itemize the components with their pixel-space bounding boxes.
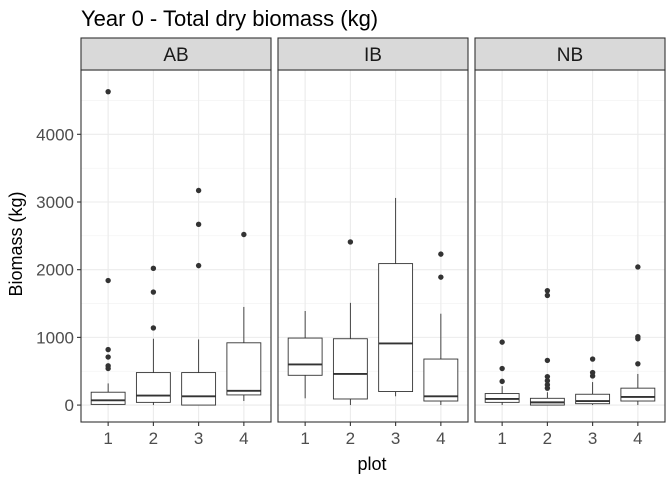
outlier-point — [150, 289, 157, 295]
strip-label: IB — [364, 45, 382, 66]
x-tick-label: 1 — [103, 429, 112, 448]
box-iqr — [378, 263, 414, 392]
x-tick-label: 3 — [194, 429, 203, 448]
x-tick-label: 3 — [391, 429, 400, 448]
box-iqr — [226, 342, 262, 396]
box-iqr — [423, 358, 459, 402]
box-iqr — [332, 338, 368, 400]
box-ib-3 — [378, 197, 414, 397]
outlier-point — [241, 231, 247, 238]
outlier-point — [499, 365, 505, 372]
y-tick-label: 4000 — [36, 125, 74, 144]
outlier-point — [544, 357, 551, 364]
x-tick-label: 3 — [588, 429, 597, 448]
strip-background — [474, 37, 666, 71]
y-tick-label: 3000 — [36, 193, 74, 212]
outlier-point — [544, 385, 551, 391]
box-iqr — [90, 391, 126, 405]
outlier-point — [635, 264, 641, 270]
x-tick-label: 4 — [436, 429, 445, 448]
outlier-point — [105, 277, 111, 284]
outlier-point — [499, 378, 505, 385]
box-ab-2 — [135, 265, 171, 406]
outlier-point — [105, 88, 111, 95]
outlier-point — [438, 251, 444, 257]
y-tick-label: 1000 — [36, 328, 74, 347]
y-axis-title: Biomass (kg) — [6, 191, 26, 296]
x-tick-label: 2 — [543, 429, 552, 448]
outlier-point — [347, 239, 354, 245]
box-nb-4 — [620, 264, 656, 406]
x-tick-label: 2 — [149, 429, 158, 448]
outlier-point — [635, 361, 641, 367]
facet-panel-ib: IB — [277, 37, 469, 423]
strip-label: AB — [163, 45, 188, 66]
outlier-point — [105, 346, 111, 353]
outlier-point — [589, 373, 596, 379]
x-tick-label: 4 — [633, 429, 642, 448]
x-tick-label: 1 — [497, 429, 506, 448]
box-nb-2 — [529, 287, 565, 406]
outlier-point — [544, 292, 551, 299]
box-ab-1 — [90, 88, 126, 406]
box-iqr — [135, 372, 171, 403]
x-tick-label: 4 — [239, 429, 248, 448]
facet-panel-ab: AB — [80, 37, 272, 423]
x-tick-label: 2 — [346, 429, 355, 448]
box-iqr — [287, 337, 323, 376]
x-axis-title: plot — [357, 454, 386, 474]
outlier-point — [499, 339, 505, 345]
panel-background — [475, 70, 665, 422]
outlier-point — [438, 274, 444, 280]
box-nb-3 — [575, 356, 611, 406]
box-ab-4 — [226, 231, 262, 402]
outlier-point — [635, 336, 641, 342]
y-tick-label: 2000 — [36, 261, 74, 280]
outlier-point — [195, 262, 202, 269]
box-nb-1 — [484, 339, 520, 406]
outlier-point — [105, 365, 111, 372]
box-iqr — [620, 387, 656, 402]
box-ib-2 — [332, 239, 368, 406]
box-iqr — [575, 393, 611, 405]
box-ib-1 — [287, 310, 323, 399]
box-iqr — [484, 393, 520, 403]
outlier-point — [544, 373, 551, 380]
outlier-point — [195, 187, 202, 194]
y-tick-label: 0 — [65, 396, 74, 415]
strip-background — [277, 37, 469, 71]
strip-label: NB — [557, 45, 583, 66]
strip-background — [80, 37, 272, 71]
box-iqr — [181, 372, 217, 406]
outlier-point — [544, 378, 551, 384]
chart-title: Year 0 - Total dry biomass (kg) — [81, 6, 378, 31]
facet-panel-nb: NB — [474, 37, 666, 423]
outlier-point — [195, 221, 202, 228]
box-ab-3 — [181, 187, 217, 406]
box-ib-4 — [423, 251, 459, 406]
outlier-point — [150, 325, 157, 331]
outlier-point — [150, 265, 157, 272]
outlier-point — [544, 287, 551, 294]
outlier-point — [589, 356, 596, 362]
x-tick-label: 1 — [300, 429, 309, 448]
outlier-point — [105, 354, 111, 360]
